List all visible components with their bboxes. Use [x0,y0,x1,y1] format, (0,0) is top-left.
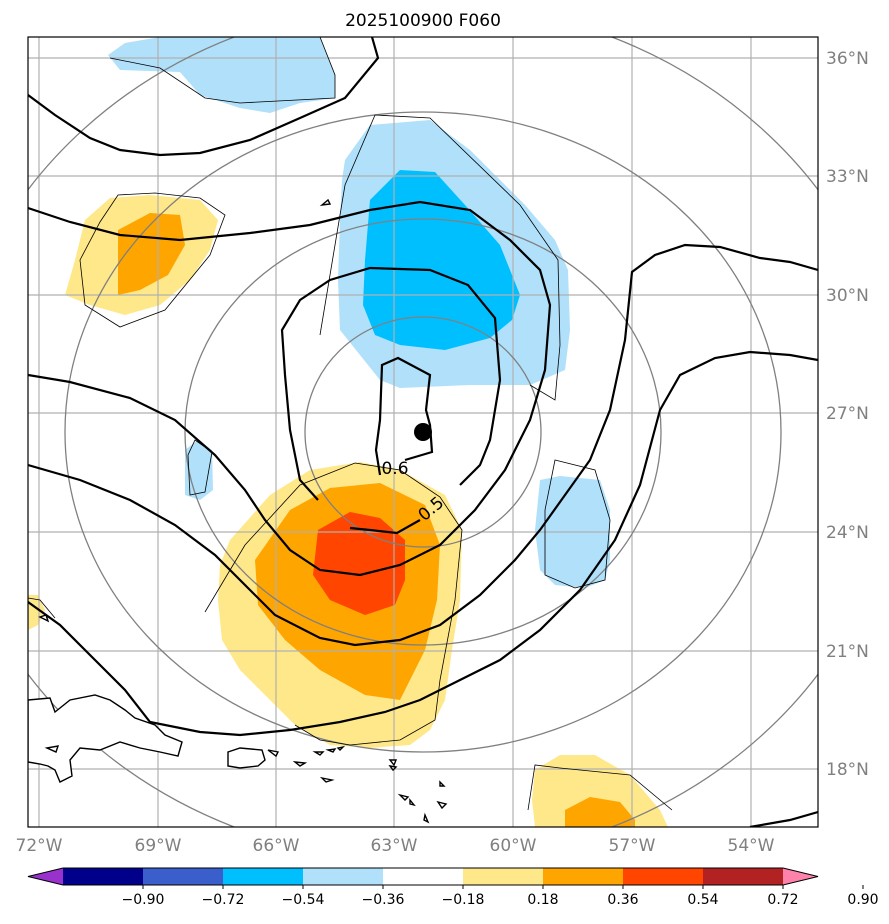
lon-label: 63°W [371,836,418,856]
lat-label: 30°N [826,286,869,306]
colorbar-tick-label: 0.18 [527,892,558,908]
colorbar-outline [27,867,819,886]
lon-label: 69°W [135,836,182,856]
colorbar-tick-label: −0.90 [122,892,165,908]
colorbar-swatch [63,868,144,885]
coastlines [28,198,448,824]
graticule [28,37,818,827]
colorbar-tick-label: 0.54 [687,892,718,908]
colorbar-tick-label: −0.54 [282,892,325,908]
lat-label: 33°N [826,167,869,187]
lat-label: 36°N [826,49,869,69]
colorbar-swatch [143,868,224,885]
colorbar-swatch [383,868,464,885]
colorbar-extend-low [28,868,63,885]
latitude-labels: 36°N 33°N 30°N 27°N 24°N 21°N 18°N [826,49,869,780]
colorbar-swatch [303,868,384,885]
longitude-labels: 72°W 69°W 66°W 63°W 60°W 57°W 54°W [16,836,775,856]
lon-label: 60°W [490,836,537,856]
lat-label: 27°N [826,404,869,424]
map-area: 0.6 0.5 [28,37,818,827]
colorbar: −0.90 −0.72 −0.54 −0.36 −0.18 0.18 0.36 0.54 0.7… [27,867,879,908]
contour-label-06: 0.6 [381,459,408,479]
colorbar-tick-label: −0.36 [362,892,405,908]
lon-label: 57°W [609,836,656,856]
lat-label: 18°N [826,760,869,780]
colorbar-tick-label: −0.18 [442,892,485,908]
colorbar-swatch [463,868,544,885]
map-frame [27,36,819,828]
colorbar-tick-label: 0.36 [607,892,638,908]
thin-contours [28,37,673,811]
thick-contours [28,37,818,827]
colorbar-tick-label: 0.90 [847,892,878,908]
colorbar-swatch [703,868,784,885]
map-title: 2025100900 F060 [345,11,501,31]
colorbar-tick-label: 0.72 [767,892,798,908]
storm-center-dot [414,423,432,441]
lon-label: 54°W [728,836,775,856]
range-rings [28,37,818,827]
negative-shading [108,37,610,588]
lat-label: 24°N [826,523,869,543]
lon-label: 72°W [16,836,63,856]
colorbar-extend-high [783,868,818,885]
colorbar-tick-label: −0.72 [202,892,245,908]
lon-label: 66°W [253,836,300,856]
colorbar-swatch [543,868,624,885]
colorbar-swatch [623,868,704,885]
lat-label: 21°N [826,642,869,662]
colorbar-swatch [223,868,304,885]
